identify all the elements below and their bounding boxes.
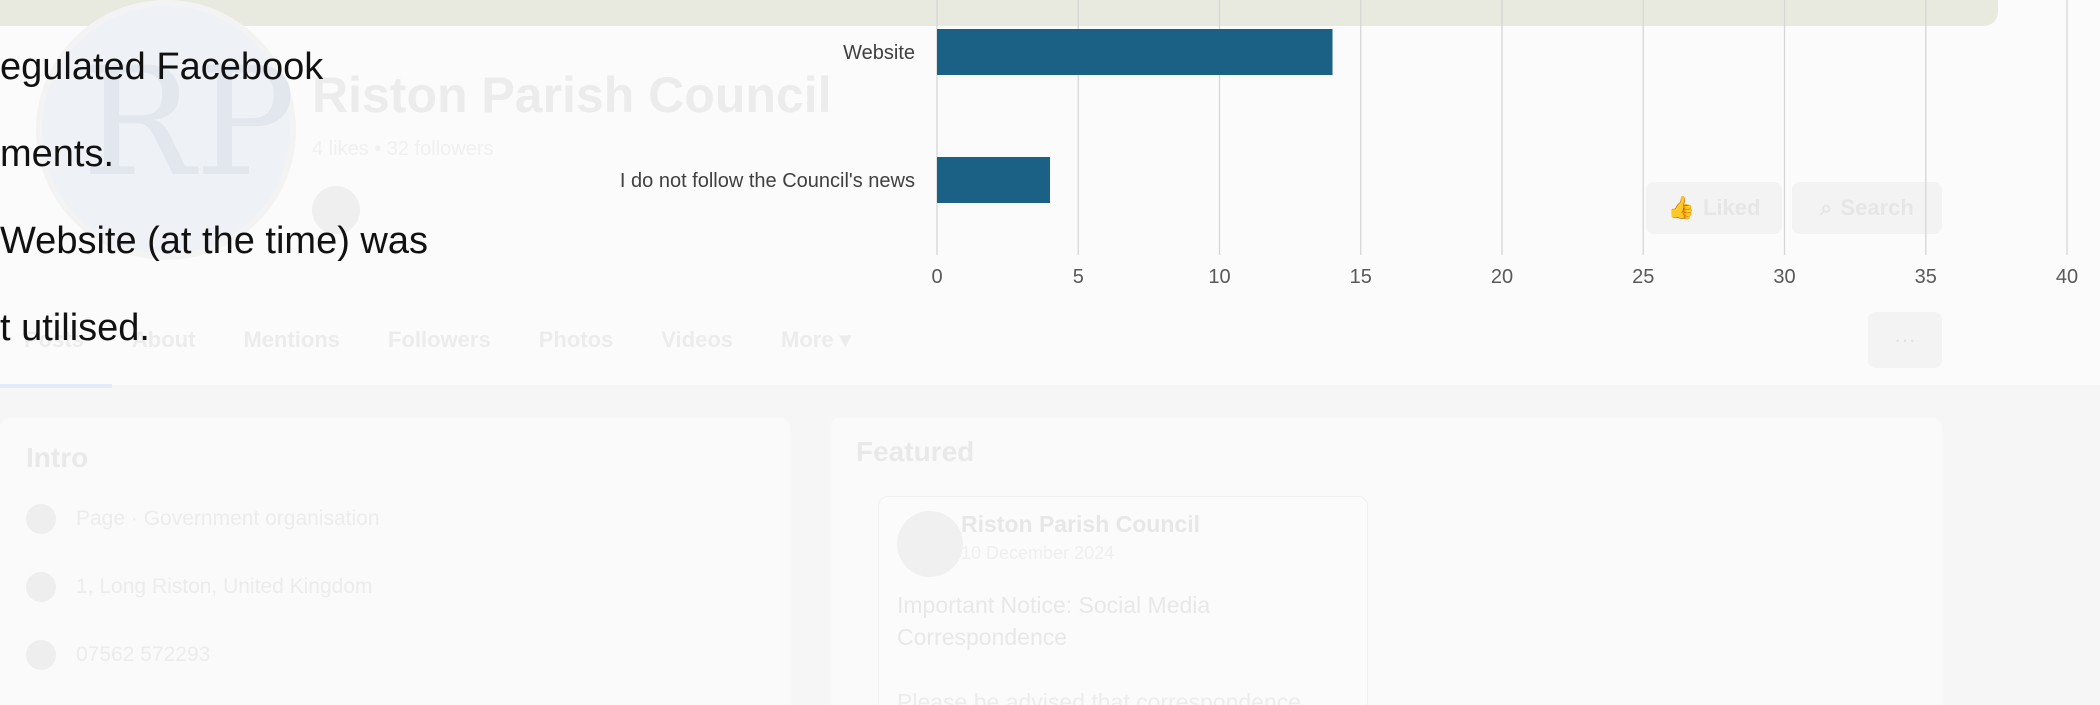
x-tick-label: 5 [1073,266,1084,288]
x-tick-label: 15 [1350,266,1372,288]
x-tick-label: 0 [931,266,942,288]
slide-line: Website (at the time) was [0,220,429,262]
search-button[interactable]: ⌕ Search [1792,182,1942,234]
page-tabs: Posts About Mentions Followers Photos Vi… [0,320,875,370]
tab-followers[interactable]: Followers [388,327,491,352]
x-tick-label: 20 [1491,266,1513,288]
tab-more[interactable]: More ▾ [781,327,851,352]
slide-line: t utilised. [0,307,150,349]
more-options-button[interactable]: ··· [1868,312,1942,368]
follower-avatar [312,186,360,234]
info-icon [26,504,56,534]
intro-row-label: 07562 572293 [76,643,211,666]
liked-button[interactable]: 👍 Liked [1646,182,1782,234]
bar [937,157,1050,203]
featured-title: Featured [856,436,975,467]
active-tab-indicator [0,384,112,388]
tab-about[interactable]: About [131,327,196,352]
intro-row-label: 1, Long Riston, United Kingdom [76,575,373,598]
category-label: Website [843,42,915,64]
search-label: Search [1840,195,1914,220]
intro-row-label: Page · Government organisation [76,507,380,530]
bar [937,29,1333,75]
phone-icon [26,640,56,670]
intro-card: Intro Page · Government organisation 1, … [0,418,790,705]
post-author: Riston Parish Council [961,511,1200,537]
search-icon: ⌕ [1820,195,1833,220]
intro-row-category: Page · Government organisation [26,504,380,534]
category-label: I do not follow the Council's news [620,170,915,192]
profile-monogram: RP [82,36,296,210]
cover-photo [0,0,1998,26]
location-icon [26,572,56,602]
x-tick-label: 25 [1632,266,1654,288]
slide-line: ments. [0,133,115,175]
tab-photos[interactable]: Photos [538,327,614,352]
liked-label: Liked [1702,195,1761,220]
tab-videos[interactable]: Videos [661,327,734,352]
featured-post[interactable]: Riston Parish Council 10 December 2024 I… [878,496,1368,705]
intro-title: Intro [26,442,89,473]
page-title: Riston Parish Council [312,67,832,123]
x-tick-label: 30 [1773,266,1795,288]
tab-mentions[interactable]: Mentions [243,327,341,352]
slide-line: egulated Facebook [0,46,324,88]
intro-row-phone: 07562 572293 [26,640,210,670]
post-date: 10 December 2024 [961,543,1115,563]
post-text: Important Notice: Social Media Correspon… [897,592,1211,650]
tab-posts[interactable]: Posts [24,327,84,352]
thumbs-up-icon: 👍 [1667,195,1695,220]
intro-row-address: 1, Long Riston, United Kingdom [26,572,373,602]
x-tick-label: 35 [1915,266,1937,288]
x-tick-label: 10 [1208,266,1230,288]
page-meta: 4 likes • 32 followers [312,138,494,160]
post-avatar [897,511,963,577]
profile-picture: RP [36,0,296,260]
post-text-continued: Please be advised that correspondence [897,689,1302,705]
x-tick-label: 40 [2056,266,2078,288]
